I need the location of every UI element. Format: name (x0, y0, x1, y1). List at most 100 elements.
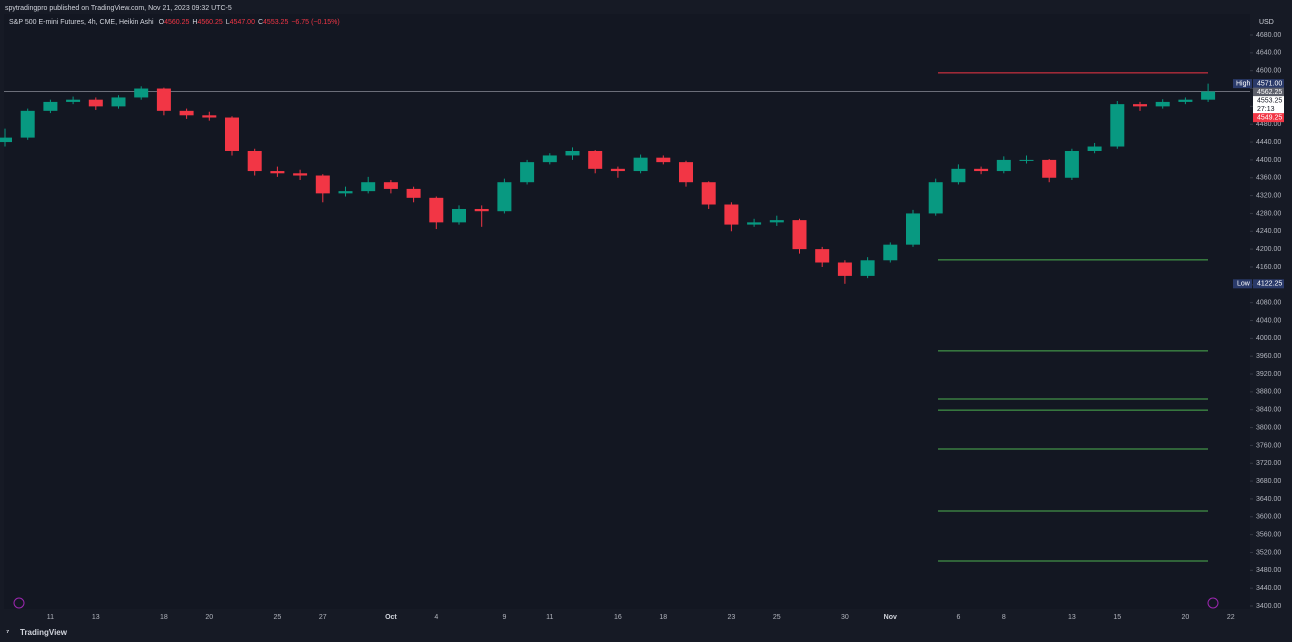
candle-body (588, 150, 603, 169)
candle-body (247, 150, 262, 172)
candle-body (656, 157, 671, 163)
x-tick-label: 20 (1182, 614, 1190, 621)
x-tick-label: 18 (160, 614, 168, 621)
candle-body (156, 88, 171, 111)
candle-body (837, 262, 852, 276)
icon[interactable] (1207, 597, 1219, 609)
y-tick-label: 4160.00 (1256, 264, 1281, 271)
x-tick-label: 8 (1002, 614, 1006, 621)
candle-body (951, 168, 966, 183)
candle-body (792, 220, 807, 250)
x-tick-label: 9 (502, 614, 506, 621)
candle-body (974, 168, 989, 172)
legend: S&P 500 E-mini Futures, 4h, CME, Heikin … (9, 19, 340, 26)
candle-body (1042, 159, 1057, 178)
x-tick-label: 23 (728, 614, 736, 621)
candle-body (565, 150, 580, 156)
candle-body (66, 99, 81, 102)
price-tag (1253, 113, 1284, 123)
x-tick-label: Nov (884, 614, 897, 621)
candle-body (860, 260, 875, 276)
y-tick-label: 4000.00 (1256, 335, 1281, 342)
y-tick-label: 3880.00 (1256, 389, 1281, 396)
legend-value: 4547.00 (230, 19, 255, 26)
tag-name-bg (1233, 279, 1252, 289)
candle-body (225, 117, 239, 151)
candle-body (996, 159, 1011, 172)
legend-value: 4560.25 (164, 19, 189, 26)
y-tick-label: 3720.00 (1256, 460, 1281, 467)
candle-body (111, 97, 126, 107)
price-tag (1253, 104, 1284, 114)
y-tick-label: 3480.00 (1256, 567, 1281, 574)
legend-key: L (226, 19, 230, 26)
candle-body (701, 182, 716, 205)
y-tick-label: 4320.00 (1256, 192, 1281, 199)
x-tick-label: 4 (434, 614, 438, 621)
candle-body (1019, 159, 1034, 161)
price-tag-label: 27:13 (1257, 106, 1275, 113)
candle-body (338, 191, 353, 194)
candle-body (497, 182, 512, 212)
candle-body (202, 115, 217, 118)
candle-body (88, 99, 103, 107)
candle-body (134, 88, 149, 98)
x-tick-label: 25 (274, 614, 282, 621)
candle-body (20, 110, 35, 138)
x-tick-label: 18 (659, 614, 667, 621)
footer-logo: TradingView (20, 628, 68, 637)
candle-body (1201, 91, 1216, 100)
y-tick-label: 4640.00 (1256, 50, 1281, 57)
x-tick-label: 11 (47, 614, 54, 621)
y-tick-label: 4360.00 (1256, 175, 1281, 182)
y-tick-label: 3920.00 (1256, 371, 1281, 378)
price-tag (1253, 79, 1284, 89)
x-tick-label: 22 (1227, 614, 1235, 621)
price-tag (1253, 96, 1284, 106)
x-tick-label: 11 (546, 614, 553, 621)
price-tag-label: 4571.00 (1257, 80, 1282, 87)
candle-body (383, 182, 398, 189)
x-tick-label: 13 (1068, 614, 1076, 621)
candle-body (747, 222, 762, 225)
y-tick-label: 3440.00 (1256, 585, 1281, 592)
candle-body (1110, 104, 1125, 147)
candle-body (315, 175, 330, 194)
price-tag-label: 4562.25 (1257, 89, 1282, 96)
y-tick-label: 4240.00 (1256, 228, 1281, 235)
price-tag-label: 4553.25 (1257, 97, 1282, 104)
y-tick-label: 3800.00 (1256, 424, 1281, 431)
candle-body (0, 137, 12, 143)
y-tick-label: 4440.00 (1256, 139, 1281, 146)
price-tag (1253, 87, 1284, 97)
legend-key: H (192, 19, 197, 26)
candle-body (928, 182, 943, 214)
legend-value: 4553.25 (263, 19, 288, 26)
y-tick-label: 4200.00 (1256, 246, 1281, 253)
header: spytradingpro published on TradingView.c… (5, 5, 232, 12)
candle-body (1064, 150, 1079, 178)
price-tag-label: 4122.25 (1257, 281, 1282, 288)
candle-body (633, 157, 648, 172)
legend-change: −6.75 (291, 19, 309, 26)
y-tick-label: 4400.00 (1256, 157, 1281, 164)
candle-body (1178, 99, 1193, 102)
x-tick-label: Oct (385, 614, 397, 621)
y-tick-label: 3600.00 (1256, 514, 1281, 521)
candle-body (406, 188, 421, 198)
candle-body (43, 101, 58, 111)
y-tick-label: 3640.00 (1256, 496, 1281, 503)
tag-name: Low (1237, 281, 1251, 288)
x-tick-label: 30 (841, 614, 849, 621)
icon[interactable] (13, 597, 25, 609)
legend-title: S&P 500 E-mini Futures, 4h, CME, Heikin … (9, 19, 154, 26)
candle-body (429, 197, 444, 223)
candle-body (883, 244, 898, 261)
candle-body (769, 220, 784, 223)
candle-body (815, 249, 830, 263)
candle-body (179, 110, 194, 116)
candle-body (474, 208, 489, 212)
candle-body (542, 155, 557, 163)
